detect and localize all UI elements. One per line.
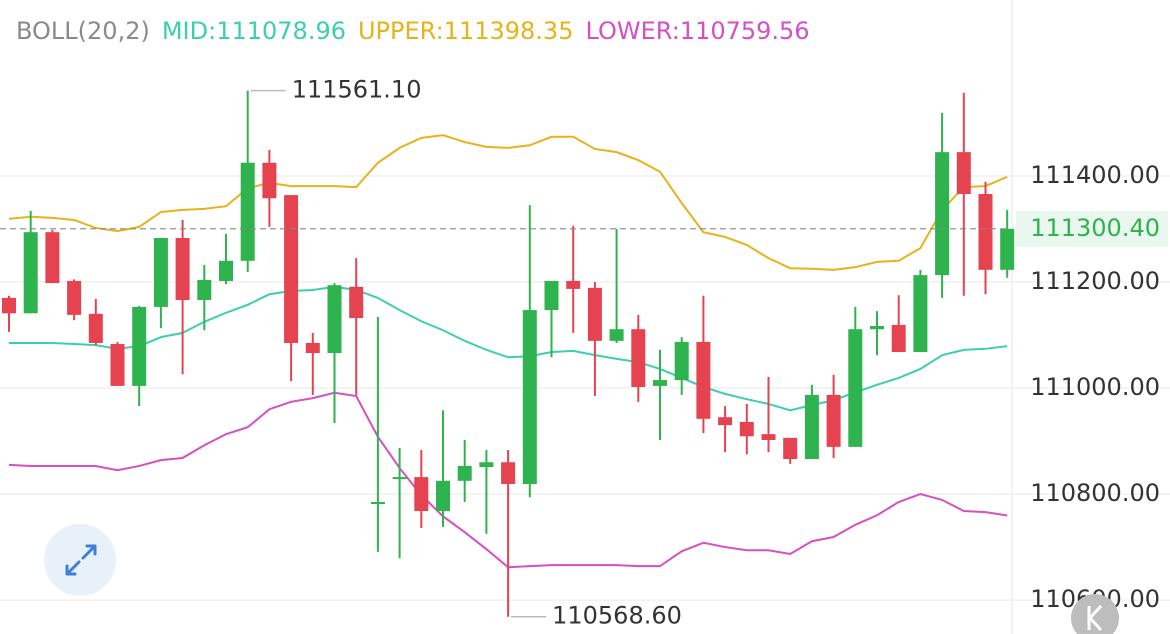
candle-body — [305, 342, 320, 354]
y-tick-label: 111200.00 — [1030, 267, 1160, 295]
candle-body — [132, 306, 147, 386]
candle-body — [566, 280, 581, 289]
band-legend: LOWER:110759.56 — [585, 17, 809, 45]
plot: 111561.10 110568.60 111300.40 — [0, 76, 1168, 630]
candle-body — [67, 280, 82, 315]
candle-body — [870, 326, 884, 330]
band-legend: UPPER:111398.35 — [358, 17, 573, 45]
candle-body — [696, 341, 711, 419]
candle-body — [761, 434, 776, 440]
candle-body — [891, 324, 906, 352]
candle-body — [436, 480, 450, 512]
candle-body — [370, 502, 385, 505]
band-line — [8, 134, 1008, 271]
k-button[interactable] — [1071, 594, 1119, 634]
candle-body — [1000, 228, 1015, 270]
candle-body — [349, 286, 364, 319]
current-price-label: 111300.40 — [1030, 214, 1160, 242]
candle-body — [219, 260, 233, 281]
candle-body — [609, 329, 624, 341]
y-tick-label: 110800.00 — [1030, 479, 1160, 507]
annotation-label: 111561.10 — [292, 76, 422, 104]
candle-body — [935, 152, 950, 276]
candle-body — [848, 329, 863, 447]
candle-body — [110, 344, 125, 386]
candle-body — [153, 238, 168, 307]
candle-body — [653, 380, 667, 386]
candle-body — [631, 329, 646, 387]
candle-body — [826, 394, 841, 447]
candle-body — [45, 232, 60, 284]
candle-body — [674, 341, 689, 381]
band-legend: MID:111078.96 — [162, 17, 346, 45]
candle-body — [544, 280, 559, 311]
candle-body — [457, 465, 472, 481]
candle-body — [804, 394, 819, 460]
candle-body — [284, 195, 299, 343]
candle-body — [262, 162, 277, 199]
candle-body — [240, 162, 255, 261]
candle-body — [501, 462, 516, 484]
candle-body — [587, 287, 602, 341]
expand-button[interactable] — [44, 524, 116, 596]
candle-body — [197, 279, 212, 301]
candle-body — [175, 238, 190, 301]
candle-body — [392, 477, 407, 480]
candle-body — [414, 477, 429, 512]
candle-body — [2, 297, 16, 314]
current-price-bg — [1016, 210, 1168, 247]
candle-body — [88, 313, 103, 343]
candle-body — [718, 417, 733, 426]
candle-body — [522, 310, 537, 484]
annotation-label: 110568.60 — [552, 602, 682, 630]
indicator-label: BOLL(20,2) — [16, 17, 150, 45]
candle-body — [978, 194, 993, 270]
candle-body — [327, 285, 342, 354]
band-line — [9, 285, 1008, 412]
header: BOLL(20,2) MID:111078.96 UPPER:111398.35 L… — [16, 17, 810, 45]
candle-body — [479, 462, 494, 468]
candle-body — [783, 437, 798, 460]
candle-body — [739, 421, 754, 437]
candle-body — [23, 232, 38, 314]
y-tick-label: 111400.00 — [1030, 161, 1160, 189]
grid: 110600.00110800.00111000.00111200.001114… — [0, 161, 1170, 613]
y-tick-label: 111000.00 — [1030, 373, 1160, 401]
candle-body — [956, 152, 971, 195]
candle-body — [913, 275, 928, 352]
